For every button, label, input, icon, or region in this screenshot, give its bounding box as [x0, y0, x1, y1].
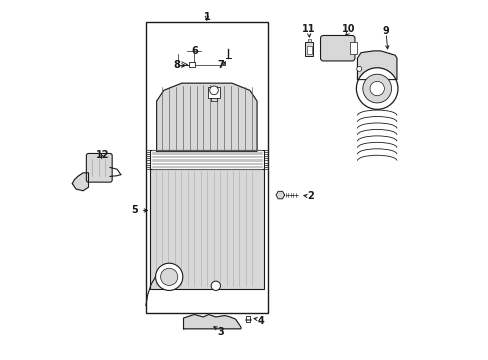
Bar	[188, 62, 195, 67]
Text: 5: 5	[131, 206, 138, 216]
Text: 12: 12	[96, 150, 109, 160]
FancyBboxPatch shape	[320, 36, 354, 61]
Polygon shape	[183, 315, 241, 329]
Polygon shape	[357, 51, 396, 80]
Text: 8: 8	[173, 60, 180, 70]
Bar	[306, 45, 311, 54]
Text: 11: 11	[302, 24, 315, 35]
Bar	[150, 149, 264, 169]
Text: 2: 2	[307, 191, 314, 201]
Text: 1: 1	[203, 12, 210, 22]
Text: 9: 9	[382, 26, 389, 36]
Bar	[150, 167, 264, 289]
Polygon shape	[72, 173, 88, 191]
Circle shape	[155, 263, 183, 291]
Bar	[246, 316, 249, 321]
Polygon shape	[276, 191, 284, 199]
Text: 7: 7	[217, 60, 224, 70]
Circle shape	[211, 281, 220, 291]
Text: 10: 10	[341, 24, 354, 35]
Circle shape	[369, 81, 384, 96]
Polygon shape	[156, 83, 257, 151]
Bar	[145, 22, 267, 313]
Bar	[207, 87, 220, 98]
Circle shape	[362, 74, 391, 103]
Circle shape	[160, 268, 178, 285]
Circle shape	[356, 66, 361, 71]
Bar	[307, 39, 310, 42]
FancyBboxPatch shape	[86, 153, 112, 182]
Bar	[349, 42, 357, 54]
Text: 4: 4	[257, 316, 264, 325]
Text: 6: 6	[190, 46, 197, 56]
Circle shape	[209, 86, 218, 95]
Text: 3: 3	[217, 327, 224, 337]
Circle shape	[356, 68, 397, 109]
Bar	[305, 42, 313, 56]
